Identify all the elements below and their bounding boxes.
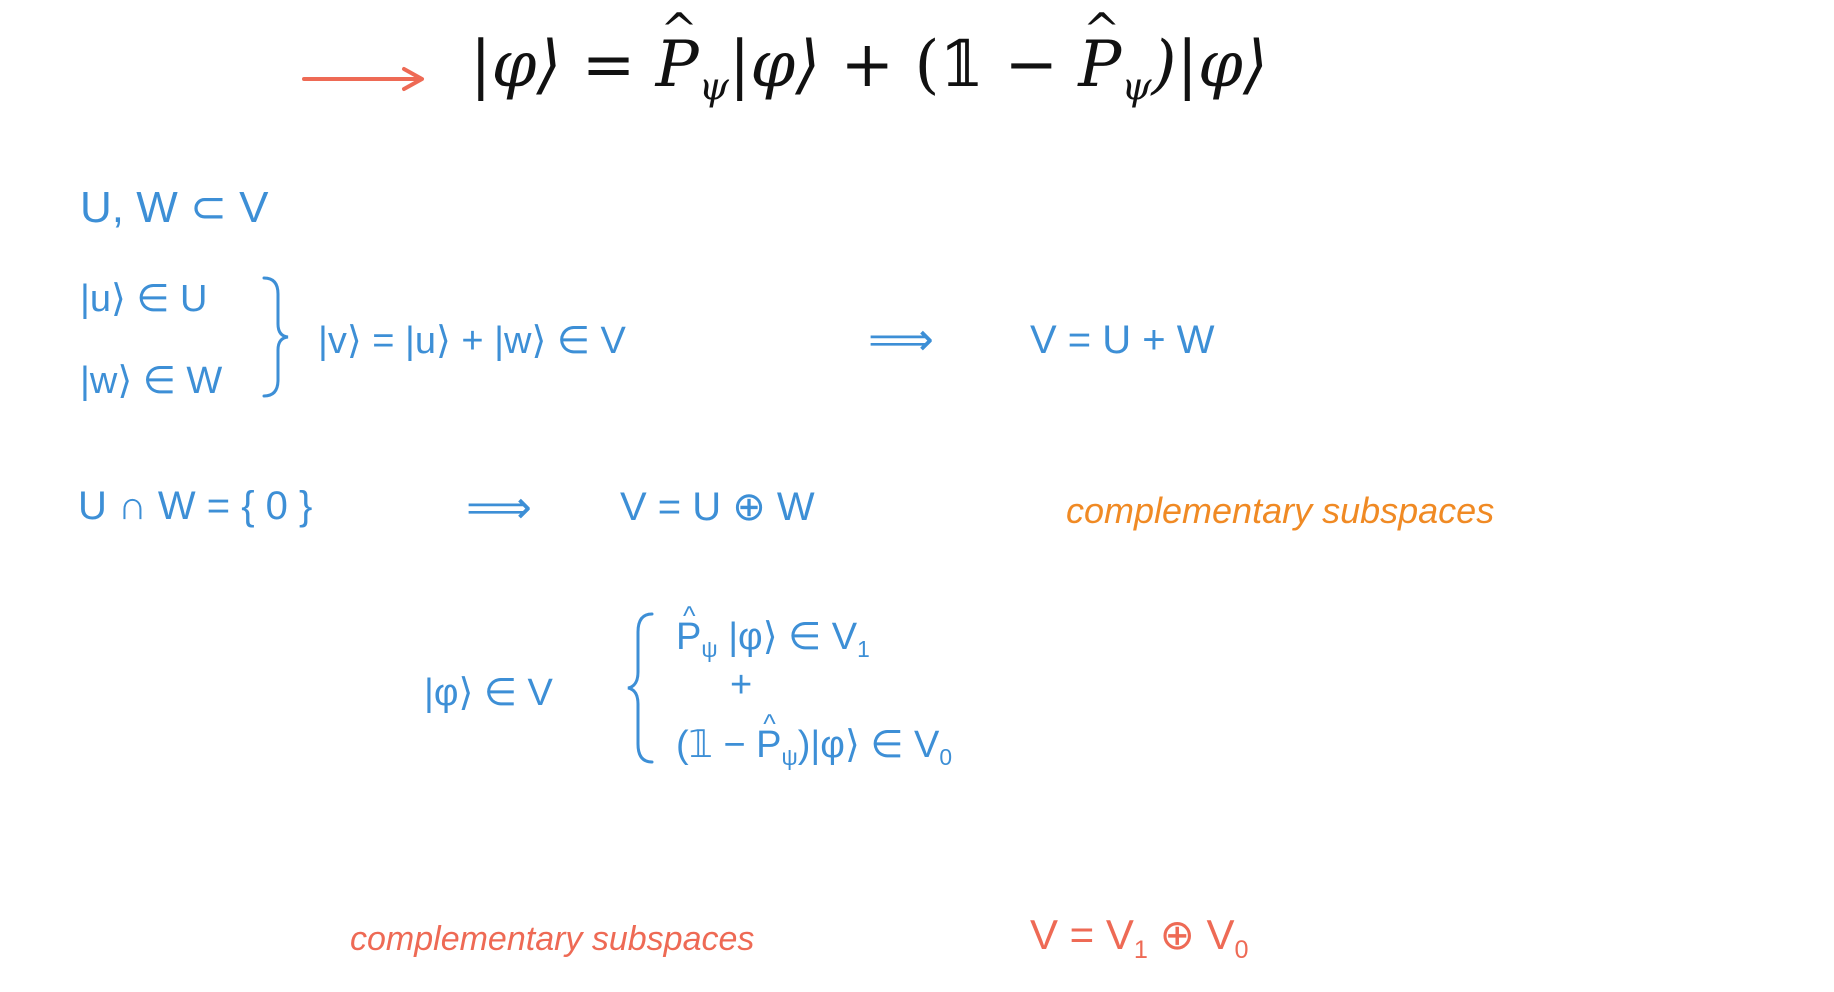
ket-phi: |φ⟩	[728, 28, 821, 102]
decomp-plus: +	[730, 664, 753, 706]
decomp-line-1: Pψ |φ⟩ ∈ V1	[676, 614, 870, 663]
implies-arrow-2: ⟹	[466, 481, 532, 533]
final-oplus: ⊕ V	[1147, 911, 1235, 958]
projector-P-4: P	[756, 724, 781, 767]
final-V-eq: V = V	[1030, 911, 1134, 958]
final-sub1: 1	[1133, 935, 1148, 964]
intersection-statement: U ∩ W = { 0 }	[78, 484, 313, 528]
projector-subscript-4: ψ	[781, 743, 798, 770]
V0-subscript: 0	[939, 743, 953, 770]
u-membership: |u⟩ ∈ U	[80, 278, 208, 320]
decomp-line-2-rest: )|φ⟩ ∈ V	[797, 724, 940, 766]
identity-close: )|φ⟩	[1151, 28, 1268, 102]
sum-vector: |v⟩ = |u⟩ + |w⟩ ∈ V	[318, 320, 626, 362]
projector-subscript: ψ	[698, 64, 729, 110]
right-brace	[262, 276, 289, 398]
vector-space-sum: V = U + W	[1030, 318, 1215, 362]
decomp-line-2-open: (𝟙 −	[676, 724, 746, 766]
complementary-note-2: complementary subspaces	[350, 920, 755, 958]
left-brace	[627, 612, 654, 764]
w-membership: |w⟩ ∈ W	[80, 360, 223, 402]
identity-open: (𝟙 −	[914, 28, 1058, 102]
lhs-ket: |φ⟩	[470, 28, 562, 102]
projector-subscript-2: ψ	[1121, 64, 1152, 110]
projector-P-2: P	[1078, 28, 1121, 102]
complementary-note-1: complementary subspaces	[1066, 490, 1495, 531]
projector-P-3: P	[676, 616, 701, 659]
projector-subscript-3: ψ	[701, 635, 718, 662]
final-direct-sum: V = V1 ⊕ V0	[1030, 910, 1248, 965]
direct-sum-statement: V = U ⊕ W	[620, 485, 815, 529]
plus-sign: +	[840, 28, 895, 102]
decomp-line-1-rest: |φ⟩ ∈ V	[728, 616, 858, 658]
equals-sign: =	[581, 28, 636, 102]
implies-arrow-1: ⟹	[868, 313, 934, 365]
projector-P: P	[656, 28, 699, 102]
phi-in-V: |φ⟩ ∈ V	[424, 672, 553, 714]
right-arrow-icon	[302, 67, 424, 91]
final-sub0: 0	[1234, 935, 1249, 964]
decomp-line-2: (𝟙 − Pψ)|φ⟩ ∈ V0	[676, 722, 952, 771]
V1-subscript: 1	[857, 635, 870, 662]
projector-identity: |φ⟩ = Pψ|φ⟩ + (𝟙 − Pψ)|φ⟩	[470, 28, 1268, 109]
subsets-statement: U, W ⊂ V	[80, 183, 269, 232]
